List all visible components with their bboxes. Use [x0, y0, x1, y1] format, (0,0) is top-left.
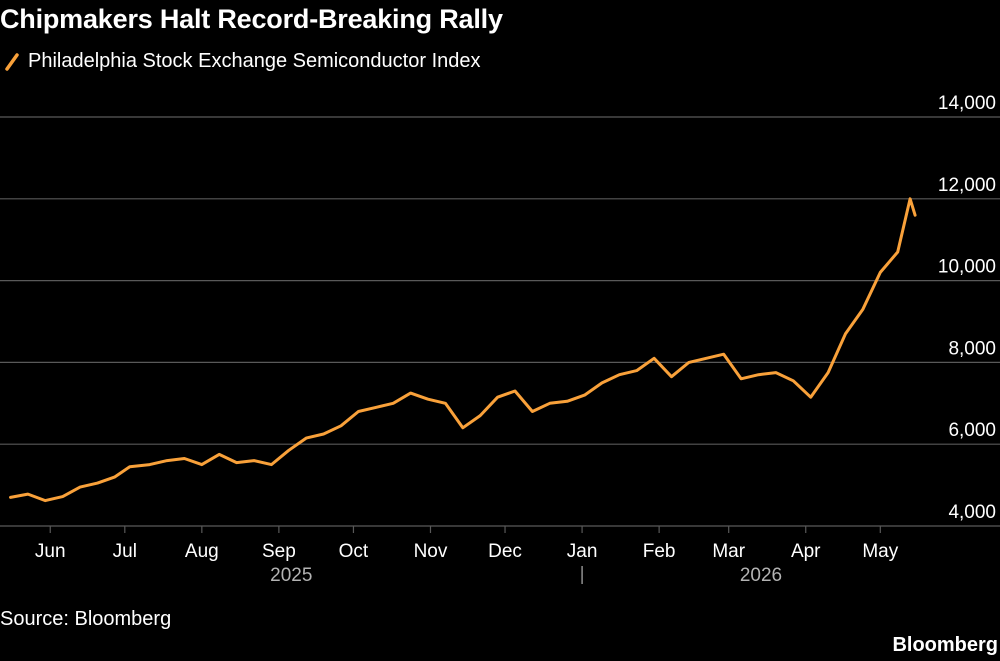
source-note: Source: Bloomberg — [0, 608, 172, 630]
x-tick-label: Oct — [339, 541, 369, 562]
legend: Philadelphia Stock Exchange Semiconducto… — [4, 50, 481, 73]
x-tick-label: Jan — [567, 541, 598, 562]
year-label: 2026 — [740, 565, 782, 586]
legend-swatch-icon — [5, 52, 19, 71]
gridlines — [0, 116, 1000, 527]
y-tick-label: 12,000 — [938, 175, 996, 196]
y-tick-label: 4,000 — [948, 502, 996, 523]
y-tick-label: 14,000 — [938, 93, 996, 114]
x-tick-label: Dec — [488, 541, 522, 562]
y-tick-label: 10,000 — [938, 257, 996, 278]
x-tick-label: Feb — [643, 541, 676, 562]
series-layer — [9, 197, 917, 503]
year-labels: 2025 2026 — [270, 565, 782, 586]
x-tick-label: Sep — [262, 541, 296, 562]
y-tick-label: 8,000 — [948, 338, 996, 359]
series-line — [9, 197, 917, 503]
y-tick-label: 6,000 — [948, 420, 996, 441]
x-tick-label: May — [862, 541, 898, 562]
x-tick-label: Apr — [791, 541, 821, 562]
x-axis-ticks: Jun Jul Aug Sep Oct Nov Dec Jan Feb Mar Apr May — [35, 526, 899, 562]
x-tick-label: Nov — [414, 541, 448, 562]
x-tick-label: Jul — [113, 541, 137, 562]
y-axis-ticks: 14,000 12,000 10,000 8,000 6,000 4,000 — [938, 93, 996, 523]
x-tick-label: Jun — [35, 541, 66, 562]
legend-label: Philadelphia Stock Exchange Semiconducto… — [28, 50, 481, 72]
x-tick-label: Aug — [185, 541, 219, 562]
year-label: 2025 — [270, 565, 312, 586]
chart-title: Chipmakers Halt Record-Breaking Rally — [0, 4, 503, 34]
bloomberg-logo: Bloomberg — [892, 634, 998, 656]
x-tick-label: Mar — [712, 541, 745, 562]
